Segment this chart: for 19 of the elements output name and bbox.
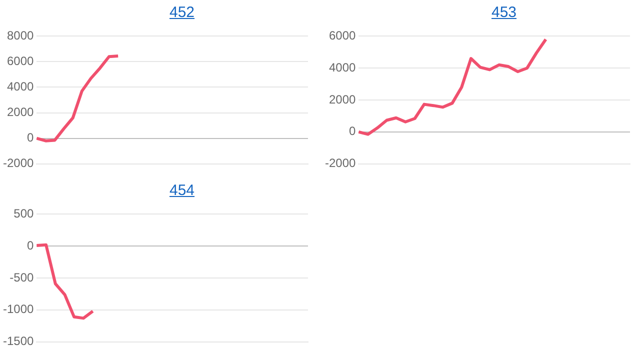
y-tick-label: 4000	[328, 60, 356, 74]
y-tick-label: 0	[349, 124, 356, 138]
y-tick-label: 6000	[6, 54, 34, 68]
y-tick-label: 0	[27, 238, 34, 252]
y-tick-label: -500	[10, 270, 34, 284]
y-tick-label: 2000	[6, 105, 34, 120]
y-tick-label: -2000	[324, 156, 356, 170]
y-tick-label: 0	[27, 130, 34, 145]
chart-title: 452	[169, 4, 195, 21]
chart-title: 454	[169, 182, 195, 199]
y-tick-label: 8000	[6, 28, 34, 43]
y-tick-label: -1000	[2, 302, 34, 316]
y-tick-label: 500	[14, 206, 34, 221]
y-tick-label: 4000	[6, 80, 34, 94]
y-tick-label: 6000	[328, 28, 356, 43]
chart-title: 453	[491, 4, 517, 21]
y-tick-label: -1500	[2, 334, 34, 348]
y-tick-label: 2000	[328, 92, 356, 106]
y-tick-label: -2000	[2, 156, 34, 170]
